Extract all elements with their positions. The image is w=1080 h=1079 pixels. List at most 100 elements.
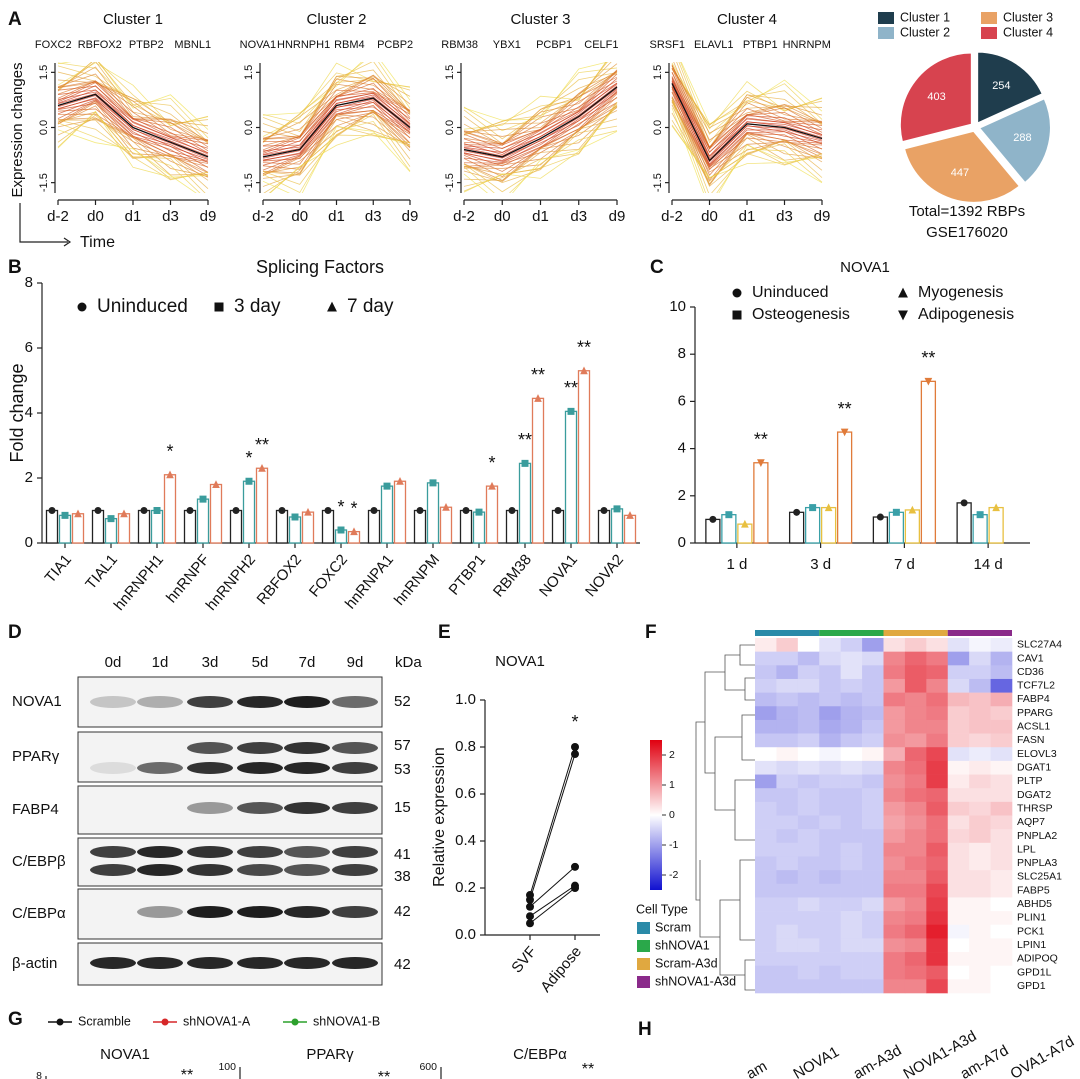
bar-point <box>370 507 378 514</box>
bar-point <box>442 503 450 511</box>
member-line <box>673 62 823 150</box>
row-label: THRSP <box>1017 802 1053 814</box>
y-axis-label: Expression changes <box>9 62 26 197</box>
legend-label: 3 day <box>234 296 281 317</box>
bar-point <box>324 507 332 514</box>
chart-title: NOVA1 <box>840 259 890 276</box>
bar <box>196 498 210 544</box>
x-tick-label: 7 d <box>894 556 915 573</box>
heat-cell <box>840 829 863 844</box>
member-line <box>671 79 823 153</box>
bar-point <box>212 480 220 488</box>
blot-strip <box>77 731 383 783</box>
bar-point <box>534 394 542 402</box>
heat-cell <box>904 815 927 830</box>
significance: ** <box>754 430 768 450</box>
bar <box>485 485 499 544</box>
heat-cell <box>776 651 799 666</box>
heat-cell <box>883 719 906 734</box>
heat-cell <box>840 965 863 980</box>
heat-cell <box>990 938 1013 953</box>
heat-cell <box>797 747 820 762</box>
heat-cell <box>926 651 949 666</box>
member-line <box>463 62 612 135</box>
row-label: DGAT2 <box>1017 789 1051 801</box>
heat-cell <box>862 870 884 885</box>
heat-cell <box>862 733 884 748</box>
bar-point <box>475 508 483 516</box>
y-tick-label: 4 <box>25 404 33 421</box>
bar <box>117 513 131 544</box>
row-label: PLTP <box>1017 775 1042 787</box>
heat-cell <box>904 719 927 734</box>
heat-cell <box>862 638 884 652</box>
member-line <box>262 112 411 176</box>
member-line <box>262 100 411 161</box>
bar-point <box>824 503 833 512</box>
legend-swatch <box>637 922 650 934</box>
heat-cell <box>883 706 906 721</box>
band <box>90 762 136 774</box>
row-label: C/EBPα <box>12 905 66 922</box>
y-axis-label: Relative expression <box>431 747 448 887</box>
x-tick-label: d-2 <box>453 208 475 225</box>
band <box>237 742 283 754</box>
y-tick-label: 8 <box>678 345 686 362</box>
heat-cell <box>926 829 949 844</box>
heat-cell <box>755 856 777 871</box>
lane-label: 7d <box>299 654 316 671</box>
heat-cell <box>776 747 799 762</box>
heat-cell <box>990 897 1013 912</box>
heat-cell <box>840 651 863 666</box>
heat-cell <box>947 788 970 803</box>
heat-cell <box>862 938 884 953</box>
y-tick-label: 2 <box>25 469 33 486</box>
bar-point <box>383 482 391 490</box>
bar-point <box>521 459 529 467</box>
x-tick-label: PTBP1 <box>446 551 490 598</box>
heat-cell <box>862 774 884 789</box>
member-line <box>262 110 411 176</box>
member-line <box>463 67 618 132</box>
heat-cell <box>990 665 1013 680</box>
heat-cell <box>776 965 799 980</box>
bar-point <box>258 464 266 472</box>
legend-label: Cluster 2 <box>900 25 950 39</box>
member-line <box>463 92 618 162</box>
heat-cell <box>819 952 841 966</box>
slice-label: 254 <box>992 80 1010 92</box>
panel-letter: D <box>8 622 22 643</box>
heat-cell <box>755 829 777 844</box>
heat-cell <box>904 897 927 912</box>
bar-point <box>350 527 358 536</box>
legend-marker <box>732 310 742 320</box>
heat-cell <box>947 924 970 939</box>
gene-label: ELAVL1 <box>694 39 734 51</box>
bar <box>426 482 440 544</box>
member-line <box>262 62 411 116</box>
subplot-title: C/EBPα <box>513 1046 567 1063</box>
member-line <box>671 99 823 179</box>
significance: * <box>245 448 252 468</box>
heat-cell <box>969 938 991 953</box>
legend-label: Scram <box>655 920 691 934</box>
heat-cell <box>755 911 777 926</box>
point <box>526 912 534 921</box>
legend-swatch <box>878 27 894 39</box>
heat-cell <box>904 965 927 980</box>
x-tick-label: 3 d <box>810 556 831 573</box>
heat-cell <box>797 678 820 693</box>
band <box>187 846 233 858</box>
bar-point <box>840 428 849 437</box>
member-line <box>57 80 209 142</box>
heat-cell <box>776 733 799 748</box>
heat-cell <box>926 938 949 953</box>
row-label: PLIN1 <box>1017 912 1046 924</box>
y-tick-label: 0.0 <box>455 926 476 943</box>
heat-cell <box>819 842 841 857</box>
band <box>137 762 183 774</box>
band <box>237 957 283 969</box>
bar-point <box>908 505 917 514</box>
subplot-title: PPARγ <box>306 1046 354 1063</box>
cluster-title: Cluster 4 <box>717 11 777 28</box>
